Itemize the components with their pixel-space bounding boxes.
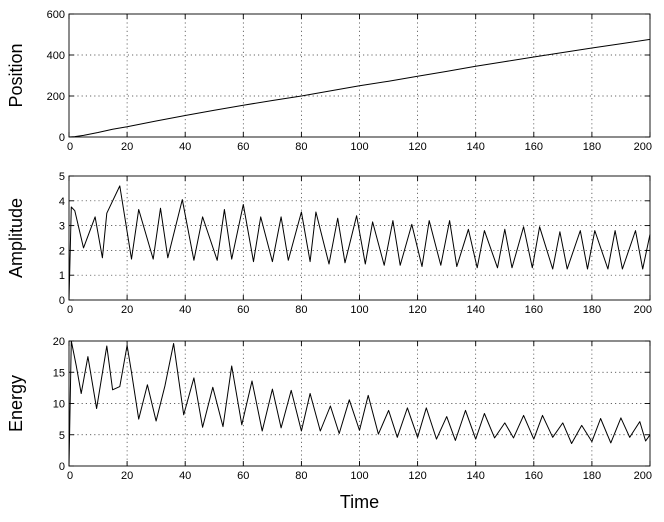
y-tick-label: 20	[53, 336, 65, 348]
x-tick-label: 120	[408, 470, 426, 482]
x-tick-label: 160	[525, 141, 543, 153]
x-axis-label: Time	[340, 492, 379, 512]
x-tick-label: 120	[408, 141, 426, 153]
x-tick-label: 0	[67, 141, 73, 153]
x-tick-label: 40	[179, 470, 191, 482]
y-axis-label: Position	[6, 43, 26, 107]
y-tick-label: 400	[47, 50, 65, 62]
x-tick-label: 100	[350, 304, 368, 316]
y-tick-label: 1	[59, 270, 65, 282]
chart-panel-2: 0 20 40 60 80 100 120 140 160 180 200 0 1 2 3 4 5 Amplitu…	[6, 171, 652, 316]
x-tick-label: 160	[525, 470, 543, 482]
x-tick-label: 80	[295, 141, 307, 153]
y-tick-label: 0	[59, 132, 65, 144]
x-tick-label: 20	[121, 141, 133, 153]
x-tick-label: 0	[67, 304, 73, 316]
series-line-1	[68, 340, 651, 467]
x-tick-label: 60	[237, 141, 249, 153]
y-tick-label: 15	[53, 367, 65, 379]
x-tick-label: 200	[634, 304, 652, 316]
x-tick-label: 140	[467, 304, 485, 316]
series-line-1	[68, 185, 651, 301]
x-tick-label: 200	[634, 470, 652, 482]
chart-panel-3: 0 20 40 60 80 100 120 140 160 180 200 0 5 10 15 20 Energ…	[6, 336, 652, 512]
x-tick-label: 100	[350, 470, 368, 482]
y-axis-label: Amplitude	[6, 198, 26, 278]
y-tick-label: 5	[59, 430, 65, 442]
x-tick-label: 140	[467, 141, 485, 153]
y-tick-label: 4	[59, 196, 65, 208]
plot-frame	[68, 13, 651, 138]
series-line-1	[68, 38, 651, 138]
x-tick-label: 20	[121, 304, 133, 316]
y-tick-label: 200	[47, 91, 65, 103]
x-tick-label: 120	[408, 304, 426, 316]
x-tick-label: 160	[525, 304, 543, 316]
x-tick-label: 0	[67, 470, 73, 482]
y-tick-label: 0	[59, 461, 65, 473]
x-tick-label: 60	[237, 304, 249, 316]
x-tick-label: 80	[295, 470, 307, 482]
y-tick-label: 0	[59, 295, 65, 307]
y-tick-label: 3	[59, 221, 65, 233]
x-tick-label: 80	[295, 304, 307, 316]
x-tick-label: 40	[179, 141, 191, 153]
x-tick-label: 100	[350, 141, 368, 153]
y-tick-label: 10	[53, 399, 65, 411]
x-tick-label: 180	[583, 304, 601, 316]
x-tick-label: 140	[467, 470, 485, 482]
x-tick-label: 180	[583, 141, 601, 153]
x-tick-label: 20	[121, 470, 133, 482]
x-tick-label: 40	[179, 304, 191, 316]
y-axis-label: Energy	[6, 375, 26, 432]
x-tick-label: 60	[237, 470, 249, 482]
y-tick-label: 5	[59, 171, 65, 183]
x-tick-label: 200	[634, 141, 652, 153]
x-tick-label: 180	[583, 470, 601, 482]
chart-panel-1: 0 20 40 60 80 100 120 140 160 180 200 0 200 400 600 Pos…	[6, 9, 652, 153]
y-tick-label: 600	[47, 9, 65, 21]
y-tick-label: 2	[59, 245, 65, 257]
